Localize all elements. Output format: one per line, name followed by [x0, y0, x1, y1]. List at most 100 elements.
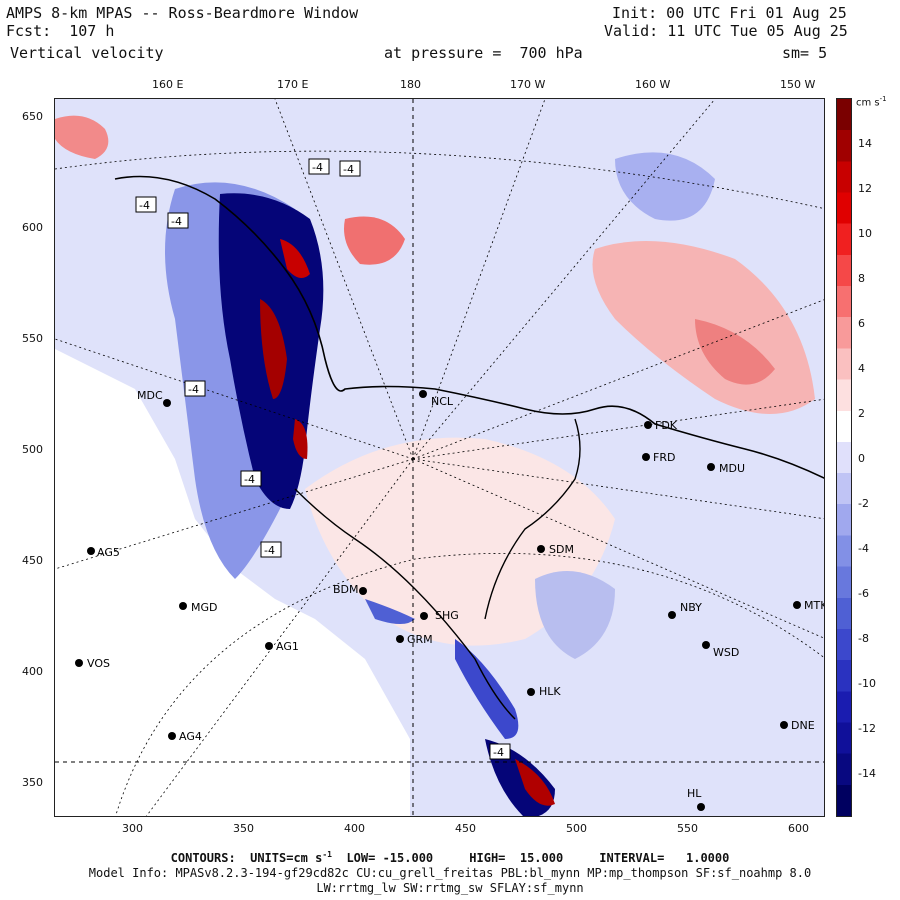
lon-tick: 170 E [277, 78, 309, 91]
y-tick: 450 [22, 554, 43, 567]
svg-text:GRM: GRM [407, 633, 433, 646]
contour-label: -4 [308, 158, 330, 175]
station-hl[interactable]: HL [687, 787, 705, 811]
init-time: Init: 00 UTC Fri 01 Aug 25 [612, 4, 847, 22]
station-ncl[interactable]: NCL [419, 390, 454, 408]
svg-text:HL: HL [687, 787, 702, 800]
latitude-circle [115, 552, 824, 816]
colorbar-tick: -6 [858, 587, 869, 600]
colorbar-tick: 0 [858, 452, 865, 465]
station-hlk[interactable]: HLK [527, 685, 561, 698]
colorbar-tick: -12 [858, 722, 876, 735]
contour-label: -4 [260, 541, 282, 558]
lon-tick: 160 E [152, 78, 184, 91]
station-shg[interactable]: SHG [420, 609, 459, 622]
station-fdk[interactable]: FDK [644, 419, 678, 432]
svg-text:-4: -4 [139, 199, 150, 212]
contour-label: -4 [167, 212, 189, 229]
model-info: Model Info: MPASv8.2.3-194-gf29cd82c CU:… [88, 866, 812, 880]
svg-text:SHG: SHG [435, 609, 459, 622]
meridian [412, 99, 716, 460]
station-ag4[interactable]: AG4 [168, 730, 202, 743]
lon-tick: 170 W [510, 78, 546, 91]
svg-text:MDC: MDC [137, 389, 163, 402]
colorbar-tick: -2 [858, 497, 869, 510]
x-tick: 550 [677, 822, 698, 835]
descent-area-central [535, 571, 615, 659]
colorbar-units: cm s-1 [856, 95, 887, 109]
lon-tick: 150 W [780, 78, 816, 91]
meridian [412, 458, 824, 639]
x-tick: 350 [233, 822, 254, 835]
svg-text:MGD: MGD [191, 601, 218, 614]
station-sdm[interactable]: SDM [537, 543, 574, 556]
y-tick: 550 [22, 332, 43, 345]
svg-text:-4: -4 [343, 163, 354, 176]
svg-text:-4: -4 [244, 473, 255, 486]
station-dne[interactable]: DNE [780, 719, 815, 732]
colorbar-tick: 14 [858, 137, 872, 150]
x-tick: 500 [566, 822, 587, 835]
svg-text:DNE: DNE [791, 719, 815, 732]
strong-ascent-streak [280, 239, 310, 278]
variable-name: Vertical velocity [10, 44, 164, 62]
svg-text:AG4: AG4 [179, 730, 202, 743]
station-mgd[interactable]: MGD [179, 601, 218, 614]
descent-area-coast [455, 639, 519, 739]
station-ag1[interactable]: AG1 [265, 640, 299, 653]
svg-text:MTK: MTK [804, 599, 825, 612]
ascent-area-north [344, 216, 405, 265]
svg-text:MDU: MDU [719, 462, 745, 475]
svg-text:AG5: AG5 [97, 546, 120, 559]
station-mdc[interactable]: MDC [137, 389, 171, 407]
station-mtk[interactable]: MTK [793, 599, 825, 612]
map-panel: -4 -4 -4 -4 -4 -4 -4 -4 MDC NCL FDK FRD … [54, 98, 825, 817]
valid-time: Valid: 11 UTC Tue 05 Aug 25 [604, 22, 848, 40]
x-tick: 450 [455, 822, 476, 835]
physics-info: LW:rrtmg_lw SW:rrtmg_sw SFLAY:sf_mynn [316, 881, 584, 895]
colorbar-tick: 6 [858, 317, 865, 330]
station-grm[interactable]: GRM [396, 633, 433, 646]
y-tick: 400 [22, 665, 43, 678]
x-tick: 400 [344, 822, 365, 835]
svg-text:HLK: HLK [539, 685, 561, 698]
ascent-core-east [695, 319, 775, 385]
strong-ascent-streak [293, 419, 308, 459]
station-nby[interactable]: NBY [668, 601, 702, 619]
svg-text:AG1: AG1 [276, 640, 299, 653]
station-mdu[interactable]: MDU [707, 462, 745, 475]
meridian [412, 299, 824, 460]
svg-text:-4: -4 [171, 215, 182, 228]
map-title: AMPS 8-km MPAS -- Ross-Beardmore Window [6, 4, 359, 22]
svg-text:-4: -4 [312, 161, 323, 174]
colorbar-tick: 10 [858, 227, 872, 240]
pressure-level: at pressure = 700 hPa [384, 44, 583, 62]
station-vos[interactable]: VOS [75, 657, 110, 670]
station-ag5[interactable]: AG5 [87, 546, 120, 559]
descent-area-coast [365, 599, 415, 624]
strong-ascent-south [515, 759, 555, 806]
smoothing-value: sm= 5 [782, 44, 828, 62]
y-tick: 650 [22, 110, 43, 123]
colorbar-tick: 4 [858, 362, 865, 375]
colorbar-tick: 8 [858, 272, 865, 285]
station-wsd[interactable]: WSD [702, 641, 739, 659]
forecast-hour: Fcst: 107 h [6, 22, 115, 40]
svg-text:-4: -4 [493, 746, 504, 759]
svg-text:SDM: SDM [549, 543, 574, 556]
x-tick: 300 [122, 822, 143, 835]
colorbar [836, 98, 852, 817]
station-frd[interactable]: FRD [642, 451, 675, 464]
colorbar-tick: 2 [858, 407, 865, 420]
contour-label: -4 [240, 470, 262, 487]
svg-text:VOS: VOS [87, 657, 110, 670]
station-bdm[interactable]: BDM [333, 583, 367, 596]
colorbar-gradient [837, 99, 851, 816]
colorbar-tick: -4 [858, 542, 869, 555]
svg-text:NCL: NCL [431, 395, 454, 408]
vertical-velocity-map: -4 -4 -4 -4 -4 -4 -4 -4 MDC NCL FDK FRD … [55, 99, 825, 816]
colorbar-tick: -10 [858, 677, 876, 690]
contour-info: CONTOURS: UNITS=cm s-1 LOW= -15.000 HIGH… [170, 850, 730, 865]
coastline [114, 175, 824, 479]
x-tick: 600 [788, 822, 809, 835]
